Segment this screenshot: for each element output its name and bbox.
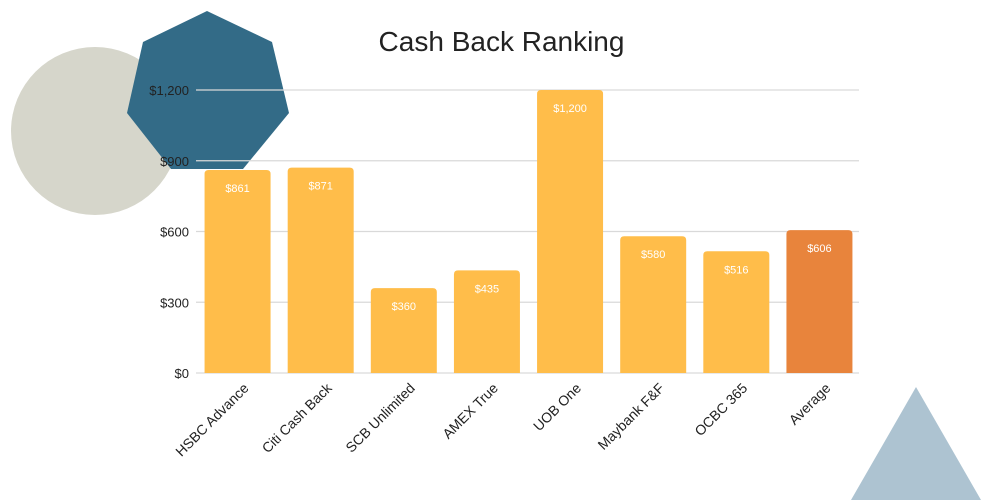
bar [537, 90, 604, 373]
x-tick-label: UOB One [530, 380, 584, 434]
decorative-triangle [851, 387, 981, 500]
bar-value-label: $580 [641, 249, 665, 261]
y-tick-label: $1,200 [149, 83, 189, 98]
x-tick-label: AMEX True [439, 380, 501, 442]
x-tick-label: Maybank F&F [594, 380, 667, 453]
y-tick-label: $900 [160, 154, 189, 169]
x-tick-label: SCB Unlimited [342, 380, 418, 456]
bar [204, 169, 271, 373]
bar-value-label: $861 [225, 183, 249, 195]
x-tick-label: Citi Cash Back [259, 379, 336, 456]
x-tick-label: Average [786, 380, 834, 428]
bar-value-label: $1,200 [553, 103, 587, 115]
x-tick-label: OCBC 365 [691, 380, 750, 439]
bar-value-label: $606 [807, 243, 831, 255]
bar-value-label: $516 [724, 264, 748, 276]
y-tick-label: $0 [175, 366, 189, 381]
bar [786, 230, 853, 373]
y-tick-label: $600 [160, 225, 189, 240]
bar-value-label: $435 [475, 283, 499, 295]
bar-value-label: $871 [308, 181, 332, 193]
bar-value-label: $360 [392, 301, 416, 313]
bar [620, 236, 687, 373]
bar [287, 167, 354, 373]
bar [703, 251, 770, 373]
x-tick-label: HSBC Advance [172, 380, 252, 460]
y-tick-label: $300 [160, 295, 189, 310]
bar [370, 288, 437, 373]
chart-title: Cash Back Ranking [378, 26, 625, 57]
bar [453, 270, 520, 373]
